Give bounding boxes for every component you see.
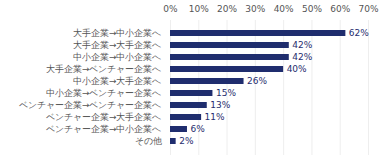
svg-text:ベンチャー企業→大手企業へ: ベンチャー企業→大手企業へ — [46, 112, 162, 122]
svg-text:62%: 62% — [349, 28, 369, 38]
svg-text:50%: 50% — [302, 4, 322, 14]
svg-text:その他: その他 — [135, 136, 162, 146]
svg-text:30%: 30% — [245, 4, 265, 14]
svg-text:大手企業→中小企業へ: 大手企業→中小企業へ — [73, 28, 162, 38]
svg-text:11%: 11% — [205, 112, 225, 122]
svg-text:40%: 40% — [274, 4, 294, 14]
svg-text:26%: 26% — [247, 76, 267, 86]
svg-text:中小企業→中小企業へ: 中小企業→中小企業へ — [73, 52, 162, 62]
svg-text:中小企業→ベンチャー企業へ: 中小企業→ベンチャー企業へ — [46, 88, 162, 98]
svg-text:6%: 6% — [190, 124, 205, 134]
svg-text:ベンチャー企業→ベンチャー企業へ: ベンチャー企業→ベンチャー企業へ — [19, 100, 162, 110]
svg-text:13%: 13% — [210, 100, 230, 110]
svg-text:10%: 10% — [189, 4, 209, 14]
svg-text:中小企業→大手企業へ: 中小企業→大手企業へ — [73, 76, 162, 86]
svg-text:2%: 2% — [179, 136, 194, 146]
svg-text:ベンチャー企業→中小企業へ: ベンチャー企業→中小企業へ — [46, 124, 162, 134]
svg-text:大手企業→ベンチャー企業へ: 大手企業→ベンチャー企業へ — [46, 64, 162, 74]
svg-text:70%: 70% — [358, 4, 378, 14]
svg-text:0%: 0% — [163, 4, 178, 14]
svg-text:40%: 40% — [287, 64, 307, 74]
svg-text:大手企業→大手企業へ: 大手企業→大手企業へ — [73, 40, 162, 50]
svg-text:60%: 60% — [330, 4, 350, 14]
svg-text:42%: 42% — [292, 40, 312, 50]
svg-text:20%: 20% — [217, 4, 237, 14]
svg-text:42%: 42% — [292, 52, 312, 62]
svg-text:15%: 15% — [216, 88, 236, 98]
